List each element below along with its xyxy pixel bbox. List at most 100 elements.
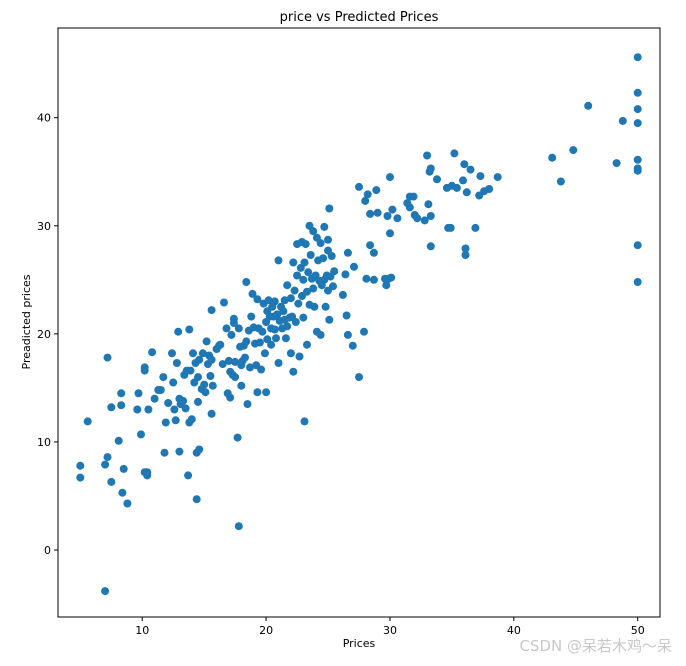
data-point <box>174 327 183 336</box>
data-point <box>426 212 435 220</box>
data-point <box>452 183 461 192</box>
data-point <box>361 196 370 205</box>
data-point <box>270 297 279 306</box>
data-point <box>303 340 311 349</box>
data-point <box>420 216 429 225</box>
data-point <box>633 278 642 286</box>
data-point <box>242 337 251 346</box>
data-point <box>262 388 271 397</box>
data-point <box>156 386 165 394</box>
data-point <box>194 373 202 382</box>
data-point <box>117 401 126 410</box>
data-point <box>107 403 116 412</box>
data-point <box>363 190 372 199</box>
data-point <box>319 254 328 263</box>
data-point <box>206 372 215 380</box>
data-point <box>224 356 233 365</box>
data-point <box>248 289 257 298</box>
data-point <box>241 353 249 362</box>
data-point <box>181 404 190 413</box>
data-point <box>175 447 184 456</box>
data-point <box>201 388 210 397</box>
data-point <box>633 88 642 97</box>
data-point <box>195 445 204 454</box>
data-point <box>103 453 112 462</box>
data-point <box>286 294 295 303</box>
data-point <box>273 310 282 319</box>
data-point <box>300 417 309 426</box>
data-point <box>144 405 153 414</box>
data-point <box>231 373 240 382</box>
data-point <box>330 267 339 276</box>
data-point <box>243 400 252 409</box>
data-point <box>471 223 480 232</box>
data-point <box>134 389 143 398</box>
data-point <box>612 159 621 168</box>
data-point <box>289 258 298 267</box>
data-point <box>207 306 216 315</box>
data-point <box>485 185 494 193</box>
data-point <box>286 349 295 358</box>
data-point <box>304 268 313 277</box>
data-point <box>283 322 292 331</box>
data-point <box>123 499 132 508</box>
data-point <box>355 182 363 191</box>
data-point <box>360 327 368 336</box>
y-tick-label: 0 <box>44 544 51 557</box>
data-point <box>633 119 642 128</box>
data-point <box>107 477 116 486</box>
data-point <box>462 188 471 197</box>
data-point <box>283 281 292 290</box>
data-point <box>231 357 240 366</box>
data-point <box>279 307 288 316</box>
data-point <box>387 273 396 282</box>
plot-frame <box>57 27 661 618</box>
data-point <box>450 149 459 158</box>
data-point <box>303 287 311 296</box>
data-point <box>325 204 334 213</box>
data-point <box>569 146 578 155</box>
data-point <box>184 471 193 480</box>
data-point <box>493 173 502 182</box>
data-point <box>325 315 334 324</box>
data-point <box>242 278 251 286</box>
data-point <box>246 363 254 372</box>
data-point <box>274 256 283 265</box>
data-point <box>301 240 310 249</box>
data-point <box>369 248 378 257</box>
data-point <box>372 186 381 195</box>
data-point <box>373 208 382 217</box>
data-point <box>258 327 267 336</box>
data-point <box>189 349 197 358</box>
data-point <box>409 192 418 201</box>
x-tick-label: 50 <box>631 624 645 637</box>
data-point <box>320 222 329 231</box>
data-point <box>300 258 309 267</box>
data-point <box>424 200 433 209</box>
data-point <box>476 172 485 181</box>
data-point <box>260 349 269 358</box>
data-point <box>207 355 216 364</box>
data-point <box>179 396 188 405</box>
data-point <box>393 214 402 223</box>
data-point <box>195 355 204 364</box>
data-point <box>140 363 149 372</box>
data-point <box>160 448 169 457</box>
data-point <box>291 318 300 326</box>
data-point <box>329 282 337 291</box>
data-point <box>293 271 302 280</box>
data-point <box>316 239 325 248</box>
data-point <box>237 381 246 390</box>
data-point <box>103 353 112 362</box>
data-point <box>294 299 303 308</box>
data-point <box>350 262 358 271</box>
data-point <box>118 488 127 497</box>
data-point <box>194 397 202 406</box>
data-point <box>633 241 642 250</box>
data-point <box>169 378 178 387</box>
data-point <box>172 359 181 367</box>
x-tick-label: 40 <box>507 624 521 637</box>
data-point <box>226 393 235 402</box>
data-point <box>170 405 179 414</box>
data-point <box>426 242 435 251</box>
